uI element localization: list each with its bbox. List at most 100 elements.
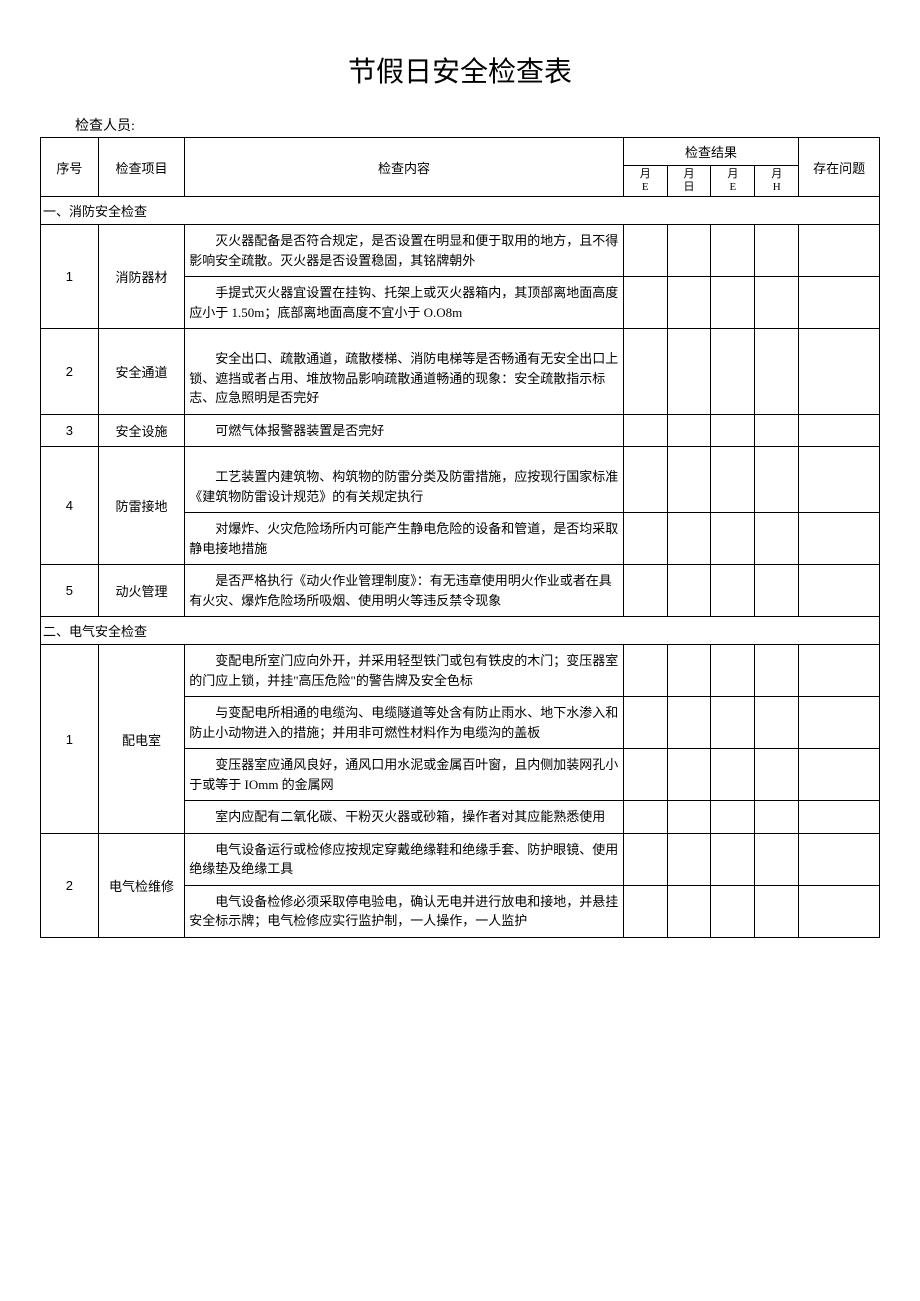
- result-cell[interactable]: [755, 447, 799, 513]
- result-cell[interactable]: [755, 833, 799, 885]
- section-1-title: 一、消防安全检查: [41, 197, 880, 225]
- issue-cell[interactable]: [799, 885, 880, 937]
- issue-cell[interactable]: [799, 513, 880, 565]
- content-cell: 可燃气体报警器装置是否完好: [185, 414, 624, 447]
- issue-cell[interactable]: [799, 565, 880, 617]
- table-row: 2 安全通道 安全出口、疏散通道，疏散楼梯、消防电梯等是否畅通有无安全出口上锁、…: [41, 329, 880, 415]
- result-cell[interactable]: [623, 885, 667, 937]
- result-cell[interactable]: [667, 833, 711, 885]
- result-cell[interactable]: [667, 225, 711, 277]
- result-cell[interactable]: [711, 414, 755, 447]
- issue-cell[interactable]: [799, 447, 880, 513]
- result-cell[interactable]: [711, 801, 755, 834]
- result-cell[interactable]: [755, 277, 799, 329]
- issue-cell[interactable]: [799, 749, 880, 801]
- result-cell[interactable]: [711, 697, 755, 749]
- result-cell[interactable]: [667, 645, 711, 697]
- result-cell[interactable]: [711, 645, 755, 697]
- section-2-header: 二、电气安全检查: [41, 617, 880, 645]
- table-row: 1 配电室 变配电所室门应向外开，并采用轻型铁门或包有铁皮的木门；变压器室的门应…: [41, 645, 880, 697]
- header-content: 检查内容: [185, 138, 624, 197]
- result-cell[interactable]: [623, 329, 667, 415]
- content-cell: 变配电所室门应向外开，并采用轻型铁门或包有铁皮的木门；变压器室的门应上锁，并挂"…: [185, 645, 624, 697]
- result-cell[interactable]: [623, 697, 667, 749]
- item-cell: 消防器材: [98, 225, 185, 329]
- issue-cell[interactable]: [799, 329, 880, 415]
- seq-cell: 2: [41, 833, 99, 937]
- result-cell[interactable]: [667, 447, 711, 513]
- result-cell[interactable]: [755, 801, 799, 834]
- result-cell[interactable]: [711, 225, 755, 277]
- result-cell[interactable]: [667, 277, 711, 329]
- result-cell[interactable]: [755, 749, 799, 801]
- result-cell[interactable]: [711, 329, 755, 415]
- result-cell[interactable]: [755, 225, 799, 277]
- content-cell: 手提式灭火器宜设置在挂钩、托架上或灭火器箱内，其顶部离地面高度应小于 1.50m…: [185, 277, 624, 329]
- result-cell[interactable]: [755, 414, 799, 447]
- result-cell[interactable]: [623, 801, 667, 834]
- result-cell[interactable]: [755, 513, 799, 565]
- issue-cell[interactable]: [799, 414, 880, 447]
- result-cell[interactable]: [623, 749, 667, 801]
- issue-cell[interactable]: [799, 833, 880, 885]
- header-item: 检查项目: [98, 138, 185, 197]
- result-cell[interactable]: [711, 277, 755, 329]
- header-month-4: 月H: [755, 166, 799, 197]
- result-cell[interactable]: [623, 565, 667, 617]
- header-month-3: 月E: [711, 166, 755, 197]
- result-cell[interactable]: [755, 329, 799, 415]
- result-cell[interactable]: [667, 513, 711, 565]
- result-cell[interactable]: [711, 447, 755, 513]
- table-row: 1 消防器材 灭火器配备是否符合规定，是否设置在明显和便于取用的地方，且不得影响…: [41, 225, 880, 277]
- result-cell[interactable]: [667, 329, 711, 415]
- result-cell[interactable]: [667, 697, 711, 749]
- issue-cell[interactable]: [799, 277, 880, 329]
- item-cell: 动火管理: [98, 565, 185, 617]
- result-cell[interactable]: [755, 565, 799, 617]
- result-cell[interactable]: [755, 697, 799, 749]
- table-row: 2 电气检维修 电气设备运行或检修应按规定穿戴绝缘鞋和绝缘手套、防护眼镜、使用绝…: [41, 833, 880, 885]
- result-cell[interactable]: [667, 801, 711, 834]
- result-cell[interactable]: [623, 513, 667, 565]
- seq-cell: 3: [41, 414, 99, 447]
- issue-cell[interactable]: [799, 697, 880, 749]
- result-cell[interactable]: [667, 414, 711, 447]
- result-cell[interactable]: [623, 645, 667, 697]
- section-2-title: 二、电气安全检查: [41, 617, 880, 645]
- result-cell[interactable]: [755, 645, 799, 697]
- content-cell: 对爆炸、火灾危险场所内可能产生静电危险的设备和管道，是否均采取静电接地措施: [185, 513, 624, 565]
- result-cell[interactable]: [623, 447, 667, 513]
- issue-cell[interactable]: [799, 225, 880, 277]
- result-cell[interactable]: [711, 833, 755, 885]
- result-cell[interactable]: [623, 225, 667, 277]
- issue-cell[interactable]: [799, 645, 880, 697]
- result-cell[interactable]: [667, 749, 711, 801]
- header-result: 检查结果: [623, 138, 798, 166]
- issue-cell[interactable]: [799, 801, 880, 834]
- result-cell[interactable]: [755, 885, 799, 937]
- result-cell[interactable]: [623, 414, 667, 447]
- result-cell[interactable]: [711, 565, 755, 617]
- item-cell: 安全设施: [98, 414, 185, 447]
- result-cell[interactable]: [711, 513, 755, 565]
- item-cell: 配电室: [98, 645, 185, 834]
- content-cell: 灭火器配备是否符合规定，是否设置在明显和便于取用的地方，且不得影响安全疏散。灭火…: [185, 225, 624, 277]
- header-month-2: 月日: [667, 166, 711, 197]
- result-cell[interactable]: [667, 565, 711, 617]
- result-cell[interactable]: [711, 885, 755, 937]
- seq-cell: 1: [41, 645, 99, 834]
- content-cell: 变压器室应通风良好，通风口用水泥或金属百叶窗，且内侧加装网孔小于或等于 IOmm…: [185, 749, 624, 801]
- result-cell[interactable]: [711, 749, 755, 801]
- result-cell[interactable]: [667, 885, 711, 937]
- item-cell: 安全通道: [98, 329, 185, 415]
- result-cell[interactable]: [623, 833, 667, 885]
- content-cell: 电气设备检修必须采取停电验电，确认无电并进行放电和接地，并悬挂安全标示牌；电气检…: [185, 885, 624, 937]
- item-cell: 电气检维修: [98, 833, 185, 937]
- table-header-row: 序号 检查项目 检查内容 检查结果 存在问题: [41, 138, 880, 166]
- content-cell: 是否严格执行《动火作业管理制度》：有无违章使用明火作业或者在具有火灾、爆炸危险场…: [185, 565, 624, 617]
- result-cell[interactable]: [623, 277, 667, 329]
- header-seq: 序号: [41, 138, 99, 197]
- item-cell: 防雷接地: [98, 447, 185, 565]
- content-cell: 与变配电所相通的电缆沟、电缆隧道等处含有防止雨水、地下水渗入和防止小动物进入的措…: [185, 697, 624, 749]
- header-issue: 存在问题: [799, 138, 880, 197]
